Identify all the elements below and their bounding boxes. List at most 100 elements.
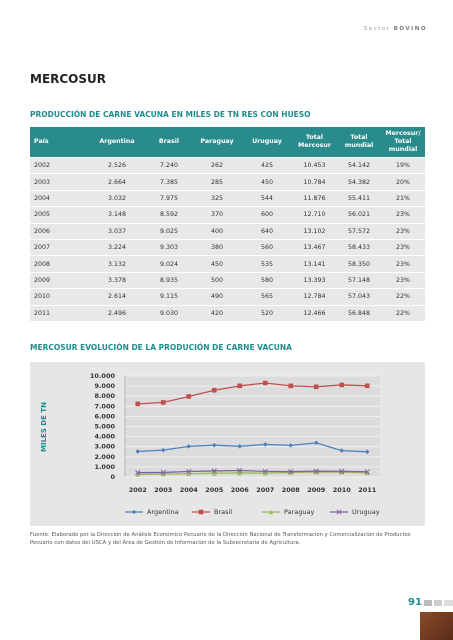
y-tick-label: 9.000 bbox=[94, 382, 115, 390]
table-cell: 400 bbox=[192, 222, 242, 240]
table-cell: 9.303 bbox=[146, 238, 192, 256]
table-cell: 3.148 bbox=[88, 206, 146, 224]
table-cell: 450 bbox=[192, 255, 242, 273]
legend-marker bbox=[336, 509, 342, 515]
page-number: 91 bbox=[408, 597, 422, 608]
column-header: Total mundial bbox=[337, 127, 381, 158]
table-cell: 10.784 bbox=[292, 173, 337, 191]
table-cell: 370 bbox=[192, 206, 242, 224]
data-point bbox=[288, 468, 294, 475]
table-cell: 23% bbox=[381, 238, 425, 256]
table-cell: 58.350 bbox=[337, 255, 381, 273]
y-tick-label: 2.000 bbox=[94, 453, 115, 461]
table-title: PRODUCCIÓN DE CARNE VACUNA EN MILES DE T… bbox=[30, 110, 311, 119]
x-tick-label: 2006 bbox=[231, 486, 250, 494]
table-cell: 3.032 bbox=[88, 189, 146, 207]
table-cell: 544 bbox=[242, 189, 292, 207]
decor-bar bbox=[434, 600, 442, 606]
table-cell: 11.876 bbox=[292, 189, 337, 207]
data-point bbox=[313, 468, 319, 474]
series-line bbox=[137, 469, 368, 474]
footnote: Fuente: Elaborado por la Dirección de An… bbox=[30, 532, 411, 546]
table-cell: 2.496 bbox=[88, 304, 146, 321]
column-header: Uruguay bbox=[242, 127, 292, 158]
column-header: Mercosur/ Total mundial bbox=[381, 127, 425, 158]
table-cell: 9.030 bbox=[146, 304, 192, 321]
y-tick-label: 0 bbox=[110, 473, 115, 481]
decor-bar bbox=[424, 600, 432, 606]
table-cell: 420 bbox=[192, 304, 242, 321]
column-header: Total Mercosur bbox=[292, 127, 337, 158]
table-row: 2004 3.032 7.975 325 544 11.876 55.411 21% bbox=[30, 189, 425, 207]
table-cell: 2010 bbox=[30, 288, 88, 306]
table-cell: 600 bbox=[242, 206, 292, 224]
table-cell: 262 bbox=[192, 156, 242, 174]
table-cell: 13.141 bbox=[292, 255, 337, 273]
table-cell: 7.385 bbox=[146, 173, 192, 191]
table-cell: 54.142 bbox=[337, 156, 381, 174]
table-cell: 13.467 bbox=[292, 238, 337, 256]
legend-label: Uruguay bbox=[352, 508, 380, 516]
data-point bbox=[135, 470, 141, 476]
data-point bbox=[288, 383, 294, 389]
x-tick-label: 2004 bbox=[180, 486, 199, 494]
y-tick-label: 3.000 bbox=[94, 443, 115, 451]
x-tick-label: 2003 bbox=[154, 486, 172, 494]
table-cell: 2005 bbox=[30, 206, 88, 224]
table-cell: 3.224 bbox=[88, 238, 146, 256]
table-cell: 2.614 bbox=[88, 288, 146, 306]
x-tick-label: 2011 bbox=[358, 486, 377, 494]
table-cell: 580 bbox=[242, 271, 292, 289]
data-point bbox=[160, 469, 166, 476]
x-tick-label: 2009 bbox=[307, 486, 326, 494]
table-cell: 560 bbox=[242, 238, 292, 256]
data-point bbox=[313, 384, 319, 390]
table-cell: 57.148 bbox=[337, 271, 381, 289]
data-point bbox=[364, 449, 370, 455]
table-cell: 8.592 bbox=[146, 206, 192, 224]
table-cell: 490 bbox=[192, 288, 242, 306]
table-cell: 13.102 bbox=[292, 222, 337, 240]
table-cell: 57.572 bbox=[337, 222, 381, 240]
table-cell: 640 bbox=[242, 222, 292, 240]
data-point bbox=[160, 447, 166, 453]
x-tick-label: 2010 bbox=[333, 486, 352, 494]
table-cell: 7.240 bbox=[146, 156, 192, 174]
table-cell: 500 bbox=[192, 271, 242, 289]
table-cell: 12.466 bbox=[292, 304, 337, 321]
data-point bbox=[237, 444, 243, 449]
table-cell: 54.382 bbox=[337, 173, 381, 191]
data-point bbox=[186, 444, 192, 449]
table-cell: 23% bbox=[381, 255, 425, 273]
table-row: 2002 2.526 7.240 262 425 10.453 54.142 19% bbox=[30, 156, 425, 174]
table-cell: 3.037 bbox=[88, 222, 146, 240]
table-cell: 325 bbox=[192, 189, 242, 207]
table-cell: 12.710 bbox=[292, 206, 337, 224]
data-point bbox=[186, 394, 192, 399]
table-cell: 2003 bbox=[30, 173, 88, 191]
column-header: Brasil bbox=[146, 127, 192, 158]
x-tick-label: 2002 bbox=[129, 486, 147, 494]
table-cell: 2004 bbox=[30, 189, 88, 207]
table-cell: 2006 bbox=[30, 222, 88, 240]
data-point bbox=[339, 382, 345, 388]
data-point bbox=[364, 470, 370, 476]
data-point bbox=[288, 470, 294, 475]
subsection: BOVINO bbox=[393, 26, 427, 32]
legend-marker bbox=[268, 509, 274, 515]
table-cell: 55.411 bbox=[337, 189, 381, 207]
table-row: 2009 3.378 8.935 500 580 13.393 57.148 23% bbox=[30, 271, 425, 289]
table-cell: 2.664 bbox=[88, 173, 146, 191]
table-cell: 57.043 bbox=[337, 288, 381, 306]
table-row: 2007 3.224 9.303 380 560 13.467 58.433 23% bbox=[30, 238, 425, 256]
y-tick-label: 7.000 bbox=[94, 402, 115, 410]
table-cell: 2002 bbox=[30, 156, 88, 174]
table-cell: 23% bbox=[381, 271, 425, 289]
table-cell: 19% bbox=[381, 156, 425, 174]
table-cell: 2.526 bbox=[88, 156, 146, 174]
table-cell: 8.935 bbox=[146, 271, 192, 289]
table-cell: 56.848 bbox=[337, 304, 381, 321]
series-line bbox=[137, 471, 368, 476]
table-row: 2005 3.148 8.592 370 600 12.710 56.021 23% bbox=[30, 206, 425, 224]
